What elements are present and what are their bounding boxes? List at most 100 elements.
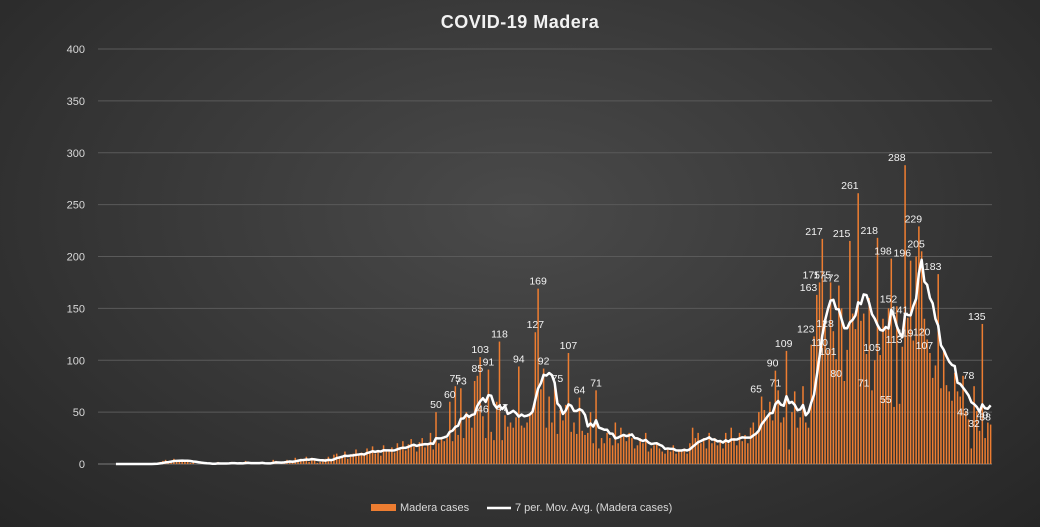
bar (628, 432, 630, 465)
bar (976, 411, 978, 464)
bar (763, 410, 766, 464)
bar (821, 238, 824, 464)
bar (501, 440, 503, 464)
bar (479, 357, 481, 464)
bar (531, 407, 534, 464)
bar (697, 432, 699, 465)
bar (956, 391, 959, 465)
bar (647, 451, 650, 464)
bar (349, 456, 352, 464)
bar (418, 442, 421, 464)
data-label: 113 (886, 334, 903, 346)
bar (664, 453, 666, 465)
y-tick-label: 350 (67, 96, 85, 108)
data-label: 183 (924, 261, 942, 273)
bar (493, 440, 495, 464)
bar (363, 454, 366, 464)
bar (322, 460, 324, 464)
data-label: 65 (750, 384, 762, 396)
bar (838, 285, 840, 464)
bar (352, 453, 354, 465)
data-label: 85 (472, 363, 484, 375)
data-label: 128 (816, 318, 834, 330)
data-label: 80 (830, 368, 842, 380)
bar (548, 396, 550, 464)
bar (570, 431, 572, 464)
bar (308, 461, 310, 464)
bar (319, 461, 321, 464)
bar (669, 451, 672, 464)
data-label: 261 (841, 180, 859, 192)
bar (898, 403, 901, 464)
bar (584, 434, 586, 464)
data-label: 105 (863, 342, 881, 354)
bar (749, 427, 752, 464)
bar (578, 397, 581, 464)
bar (760, 396, 763, 464)
bar (575, 433, 578, 464)
bar (741, 441, 744, 464)
bar (672, 445, 675, 464)
bar (462, 438, 465, 464)
bar (595, 390, 597, 464)
bar (399, 448, 401, 464)
bar (184, 460, 186, 464)
bar (625, 441, 628, 464)
data-label: 50 (430, 399, 442, 411)
bar (396, 443, 399, 464)
bar (953, 372, 956, 464)
bar (896, 306, 898, 464)
bar (818, 282, 821, 464)
bar (650, 448, 652, 464)
bar (758, 412, 760, 465)
bar (622, 434, 625, 464)
bar (879, 355, 882, 464)
bar (849, 240, 851, 464)
bar (537, 288, 539, 464)
bar (371, 446, 374, 464)
bar (802, 386, 804, 464)
data-label: 101 (819, 346, 837, 358)
chart-title: COVID-19 Madera (441, 12, 600, 32)
bar (705, 448, 708, 464)
bar (388, 451, 390, 464)
bar (909, 260, 912, 464)
data-label: 110 (811, 337, 828, 349)
data-label: 60 (444, 389, 456, 401)
bar (573, 422, 575, 464)
bar (644, 432, 647, 465)
bar (846, 349, 848, 465)
bar (813, 336, 815, 464)
legend-bar-label: Madera cases (400, 502, 470, 514)
bar (564, 404, 567, 464)
bar (942, 349, 945, 465)
bar (377, 450, 379, 464)
data-label: 141 (891, 305, 909, 317)
bar (529, 414, 531, 464)
data-label: 205 (907, 238, 925, 250)
bar (857, 193, 859, 464)
bar (873, 360, 876, 464)
data-label: 123 (797, 323, 815, 335)
bar (755, 432, 757, 465)
data-label: 127 (527, 319, 545, 331)
bar (620, 427, 622, 464)
data-label: 32 (968, 418, 980, 430)
bar (402, 441, 404, 464)
bar (868, 298, 870, 464)
data-label: 118 (491, 329, 508, 341)
bar (189, 462, 192, 464)
bar (948, 391, 950, 465)
bar (661, 451, 664, 464)
data-label: 75 (552, 373, 564, 385)
bar (832, 331, 835, 464)
bar (341, 455, 343, 464)
bar (542, 368, 545, 464)
bar (945, 385, 948, 464)
bar (689, 443, 691, 464)
bar (457, 434, 459, 464)
bar (658, 448, 661, 464)
bar (989, 424, 992, 464)
bar (655, 443, 658, 464)
